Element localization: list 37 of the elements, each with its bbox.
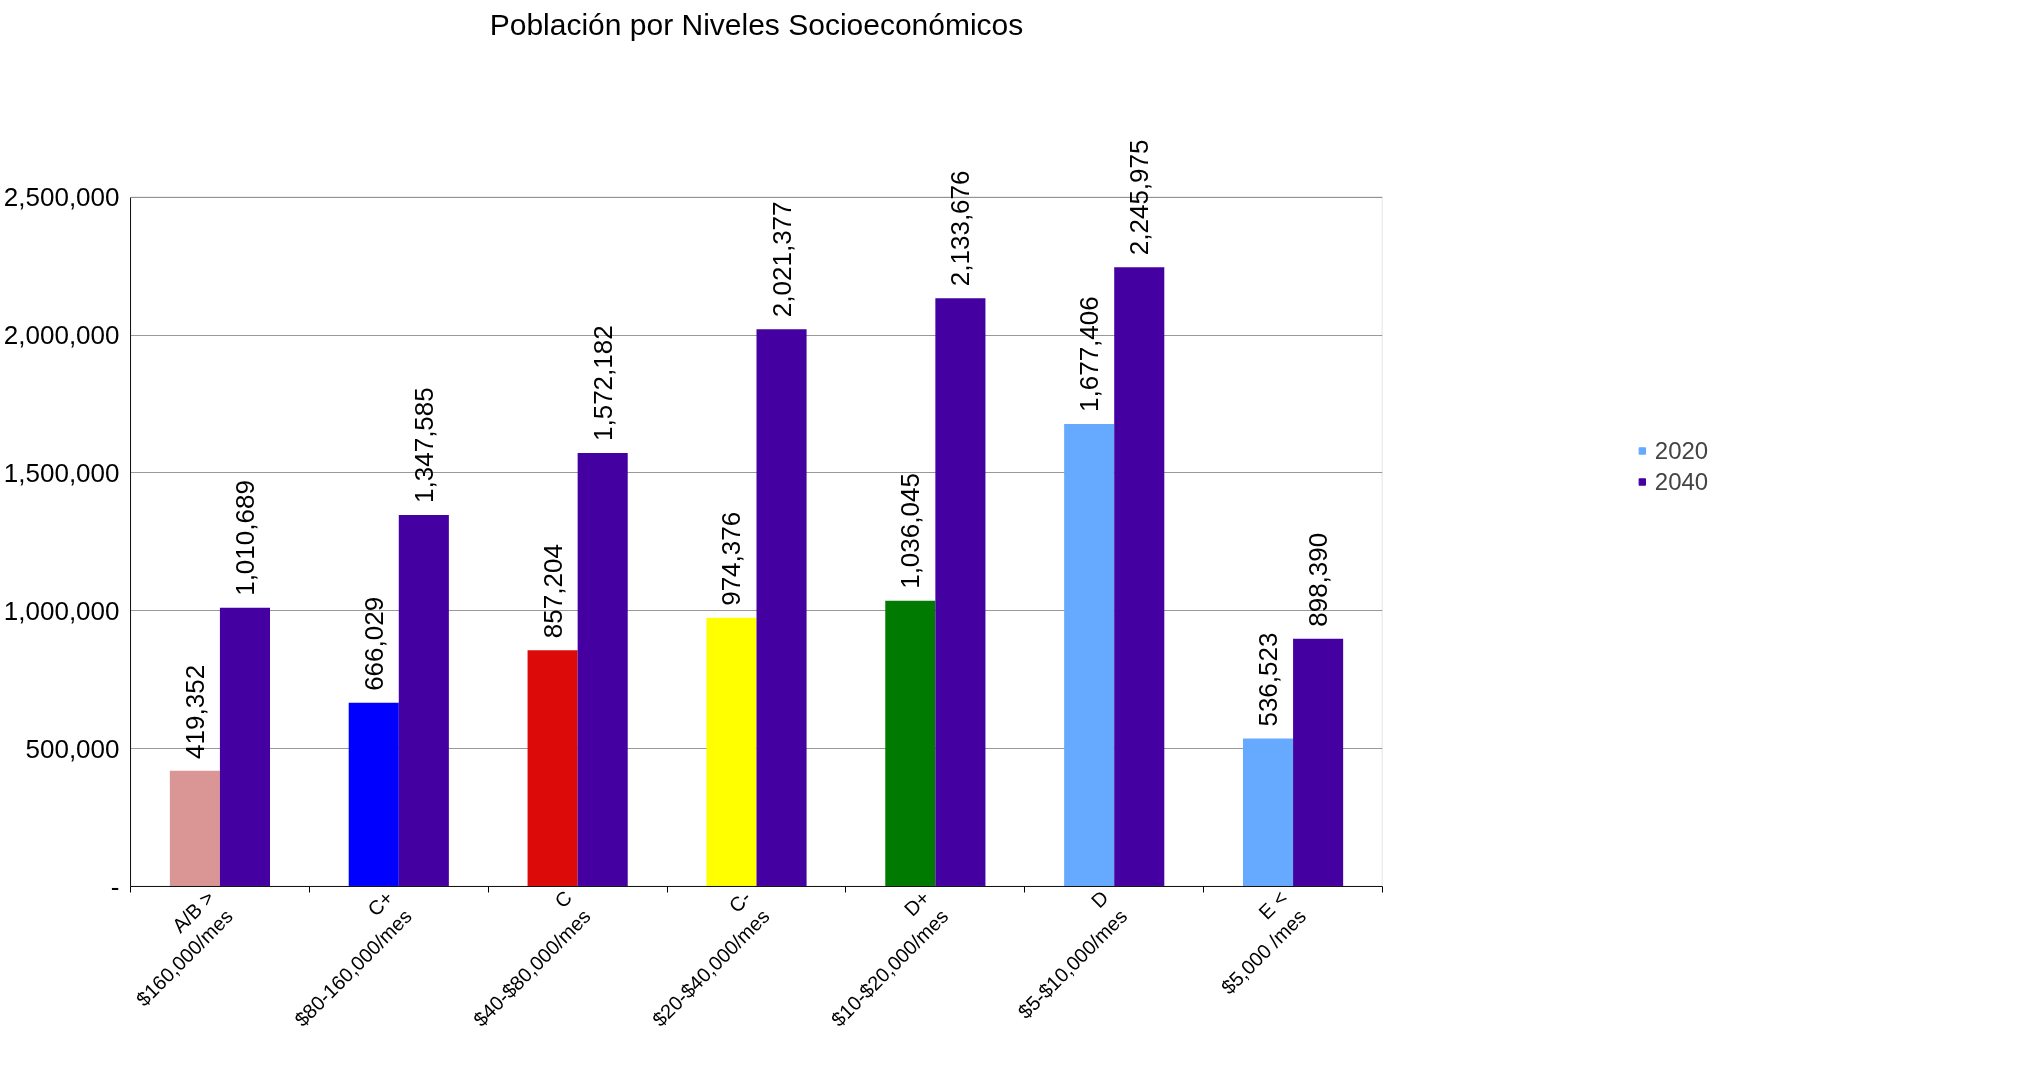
data-label: 666,029 bbox=[358, 596, 389, 691]
y-tick-label: 1,500,000 bbox=[3, 457, 120, 488]
bar bbox=[1293, 638, 1344, 887]
y-tick-label: 1,000,000 bbox=[3, 595, 120, 626]
bar bbox=[348, 702, 399, 887]
y-tick-label: 2,000,000 bbox=[3, 320, 120, 351]
bar bbox=[527, 650, 578, 887]
data-label: 419,352 bbox=[179, 664, 210, 759]
y-tick-label: - bbox=[110, 871, 120, 902]
data-label: 2,245,975 bbox=[1124, 139, 1155, 256]
bar bbox=[1242, 738, 1294, 887]
data-label: 1,010,689 bbox=[229, 480, 260, 596]
data-label: 898,390 bbox=[1303, 532, 1334, 627]
bar bbox=[1064, 423, 1115, 887]
legend-label: 2040 bbox=[1654, 467, 1709, 495]
bar bbox=[398, 514, 449, 887]
data-label: 857,204 bbox=[537, 544, 568, 639]
data-label: 2,021,377 bbox=[766, 201, 797, 318]
chart-title: Población por Niveles Socioeconómicos bbox=[489, 7, 1024, 41]
bar bbox=[706, 617, 757, 887]
bar bbox=[219, 607, 271, 887]
bar bbox=[756, 329, 807, 887]
bar bbox=[885, 600, 936, 887]
bar bbox=[1114, 267, 1165, 887]
data-label: 2,133,676 bbox=[945, 170, 976, 287]
bar bbox=[577, 452, 628, 887]
y-tick-label: 500,000 bbox=[25, 733, 120, 764]
data-label: 974,376 bbox=[716, 511, 747, 606]
data-label: 536,523 bbox=[1253, 632, 1284, 727]
bar bbox=[169, 770, 220, 887]
data-label: 1,572,182 bbox=[587, 325, 618, 441]
data-label: 1,036,045 bbox=[895, 473, 926, 589]
bar bbox=[935, 298, 986, 887]
data-label: 1,347,585 bbox=[408, 387, 439, 503]
legend-label: 2020 bbox=[1654, 436, 1709, 464]
y-tick-label: 2,500,000 bbox=[3, 182, 120, 213]
data-label: 1,677,406 bbox=[1074, 296, 1105, 412]
